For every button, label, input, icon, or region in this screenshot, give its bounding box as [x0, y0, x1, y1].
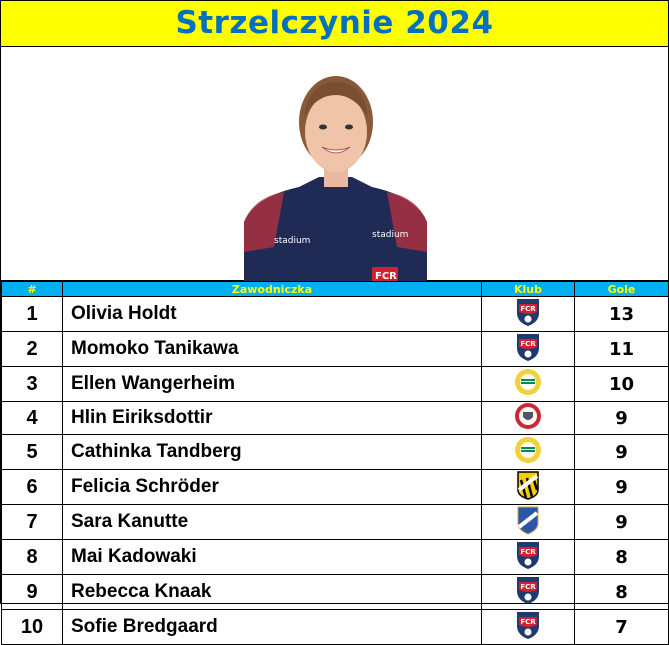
- goals-cell: 9: [574, 469, 669, 505]
- table-row: 8 Mai Kadowaki FCR 8: [1, 539, 669, 575]
- player-name: Cathinka Tandberg: [62, 434, 482, 470]
- page-title: Strzelczynie 2024: [1, 1, 668, 47]
- rank-cell: 7: [1, 504, 63, 540]
- header-rank: #: [1, 281, 63, 297]
- header-player: Zawodniczka: [62, 281, 482, 297]
- club-cell: FCR: [481, 574, 575, 610]
- club-fcr-icon: FCR: [515, 575, 541, 609]
- player-name: Felicia Schröder: [62, 469, 482, 505]
- table-row: 10 Sofie Bredgaard FCR 7: [1, 609, 669, 645]
- club-fcr-icon: FCR: [515, 610, 541, 644]
- club-cell: FCR: [481, 609, 575, 645]
- club-cell: [481, 469, 575, 505]
- club-fcr-icon: FCR: [515, 332, 541, 366]
- table-row: 6 Felicia Schröder 9: [1, 469, 669, 505]
- table-row: 7 Sara Kanutte 9: [1, 504, 669, 540]
- header-goals: Gole: [574, 281, 669, 297]
- player-name: Rebecca Knaak: [62, 574, 482, 610]
- club-cell: FCR: [481, 331, 575, 367]
- club-hammarby-icon: [513, 435, 543, 469]
- svg-text:FCR: FCR: [520, 618, 536, 626]
- rank-cell: 5: [1, 434, 63, 470]
- shirt-crest: FCR: [375, 271, 397, 281]
- club-cell: [481, 504, 575, 540]
- table-header: # Zawodniczka Klub Gole: [1, 281, 669, 297]
- goals-cell: 9: [574, 401, 669, 435]
- player-name: Sofie Bredgaard: [62, 609, 482, 645]
- table-row: 3 Ellen Wangerheim 10: [1, 366, 669, 402]
- club-cell: [481, 434, 575, 470]
- rank-cell: 2: [1, 331, 63, 367]
- player-name: Olivia Holdt: [62, 296, 482, 332]
- rank-cell: 4: [1, 401, 63, 435]
- goals-cell: 8: [574, 574, 669, 610]
- player-photo-icon: stadium stadium FCR: [244, 47, 427, 281]
- rank-cell: 8: [1, 539, 63, 575]
- table-row: 5 Cathinka Tandberg 9: [1, 434, 669, 470]
- rank-cell: 6: [1, 469, 63, 505]
- goals-cell: 10: [574, 366, 669, 402]
- table-row: 1 Olivia Holdt FCR 13: [1, 296, 669, 332]
- goals-cell: 9: [574, 434, 669, 470]
- player-name: Sara Kanutte: [62, 504, 482, 540]
- goals-cell: 7: [574, 609, 669, 645]
- header-club: Klub: [481, 281, 575, 297]
- svg-text:FCR: FCR: [520, 305, 536, 313]
- goals-cell: 9: [574, 504, 669, 540]
- shirt-sponsor-left: stadium: [274, 236, 310, 246]
- club-fcr-icon: FCR: [515, 540, 541, 574]
- player-name: Momoko Tanikawa: [62, 331, 482, 367]
- shirt-sponsor-right: stadium: [372, 230, 408, 240]
- rank-cell: 10: [1, 609, 63, 645]
- goals-cell: 8: [574, 539, 669, 575]
- club-kristianstad-icon: [514, 402, 542, 434]
- club-hacken-icon: [516, 470, 540, 504]
- table-row: 4 Hlin Eiriksdottir 9: [1, 401, 669, 435]
- goals-cell: 11: [574, 331, 669, 367]
- goals-cell: 13: [574, 296, 669, 332]
- rank-cell: 1: [1, 296, 63, 332]
- club-cell: [481, 366, 575, 402]
- svg-text:FCR: FCR: [520, 583, 536, 591]
- scorers-table: # Zawodniczka Klub Gole 1 Olivia Holdt F…: [1, 281, 669, 645]
- table-row: 2 Momoko Tanikawa FCR 11: [1, 331, 669, 367]
- club-hammarby-icon: [513, 367, 543, 401]
- photo-area: stadium stadium FCR: [1, 47, 668, 281]
- club-norrkoping-icon: [516, 505, 540, 539]
- svg-text:FCR: FCR: [520, 548, 536, 556]
- club-cell: [481, 401, 575, 435]
- club-fcr-icon: FCR: [515, 297, 541, 331]
- player-name: Hlin Eiriksdottir: [62, 401, 482, 435]
- player-name: Ellen Wangerheim: [62, 366, 482, 402]
- club-cell: FCR: [481, 296, 575, 332]
- svg-text:FCR: FCR: [520, 340, 536, 348]
- club-cell: FCR: [481, 539, 575, 575]
- player-name: Mai Kadowaki: [62, 539, 482, 575]
- table-row: 9 Rebecca Knaak FCR 8: [1, 574, 669, 610]
- rank-cell: 3: [1, 366, 63, 402]
- rank-cell: 9: [1, 574, 63, 610]
